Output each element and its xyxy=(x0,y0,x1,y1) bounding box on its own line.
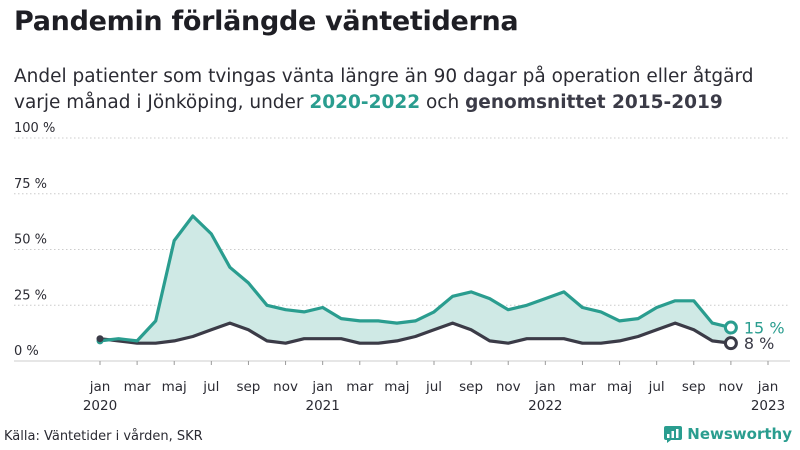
x-tick-label: jan xyxy=(89,379,111,395)
series-lines xyxy=(98,214,733,345)
y-tick-label: 0 % xyxy=(14,344,39,359)
series-line-2020-2022 xyxy=(98,214,733,343)
subtitle-mid: och xyxy=(420,92,466,113)
y-axis-ticks: 0 % 25 % 50 % 75 % 100 % xyxy=(14,121,55,359)
x-tick-label: jul xyxy=(202,379,219,395)
series-markers xyxy=(96,320,738,351)
x-tick-label: jul xyxy=(648,379,665,395)
y-gridlines xyxy=(14,137,790,362)
newsworthy-icon xyxy=(664,425,683,443)
x-tick-label: mar xyxy=(346,379,373,395)
x-tick-label: mar xyxy=(124,379,151,395)
end-label-average: 8 % xyxy=(744,334,774,353)
end-point-recent xyxy=(723,320,738,335)
chart-subtitle: Andel patienter som tvingas vänta längre… xyxy=(14,64,800,116)
x-tick-label: jul xyxy=(425,379,442,395)
end-point-average xyxy=(723,336,738,351)
x-tick-label: jan xyxy=(311,379,333,395)
y-tick-label: 50 % xyxy=(14,233,47,248)
end-label-recent: 15 % xyxy=(744,319,785,338)
y-tick-label: 100 % xyxy=(14,121,55,136)
x-tick-label: maj xyxy=(607,379,632,395)
x-year-label: 2023 xyxy=(751,398,785,414)
subtitle-highlight-average: genomsnittet 2015-2019 xyxy=(465,92,723,113)
x-tick-label: nov xyxy=(273,379,298,395)
subtitle-prefix: varje månad i Jönköping, under xyxy=(14,92,310,113)
x-tick-label: sep xyxy=(236,379,260,395)
x-tick-label: nov xyxy=(496,379,521,395)
brand-name: Newsworthy xyxy=(687,425,792,443)
x-tick-label: maj xyxy=(162,379,187,395)
source-note: Källa: Väntetider i vården, SKR xyxy=(4,429,203,444)
subtitle-line-1: Andel patienter som tvingas vänta längre… xyxy=(14,66,754,87)
newsworthy-logo: Newsworthy xyxy=(664,425,792,443)
x-year-label: 2022 xyxy=(528,398,562,414)
x-tick-label: mar xyxy=(569,379,596,395)
start-point-average xyxy=(96,335,104,343)
x-tick-label: jan xyxy=(757,379,779,395)
x-year-label: 2021 xyxy=(305,398,339,414)
x-tick-label: jan xyxy=(534,379,556,395)
difference-area xyxy=(100,216,731,344)
chart-title: Pandemin förlängde väntetiderna xyxy=(14,6,519,37)
x-tick-label: nov xyxy=(718,379,743,395)
y-tick-label: 75 % xyxy=(14,177,47,192)
subtitle-line-2: varje månad i Jönköping, under 2020-2022… xyxy=(14,90,800,116)
series-end-labels: 15 %8 % xyxy=(744,319,785,354)
x-tick-label: sep xyxy=(682,379,706,395)
x-year-label: 2020 xyxy=(83,398,117,414)
subtitle-highlight-recent: 2020-2022 xyxy=(309,92,421,113)
series-line-average-2015-2019 xyxy=(98,321,733,345)
x-tick-label: maj xyxy=(384,379,409,395)
x-tick-label: sep xyxy=(459,379,483,395)
y-tick-label: 25 % xyxy=(14,288,47,303)
difference-area-fill xyxy=(100,216,731,344)
